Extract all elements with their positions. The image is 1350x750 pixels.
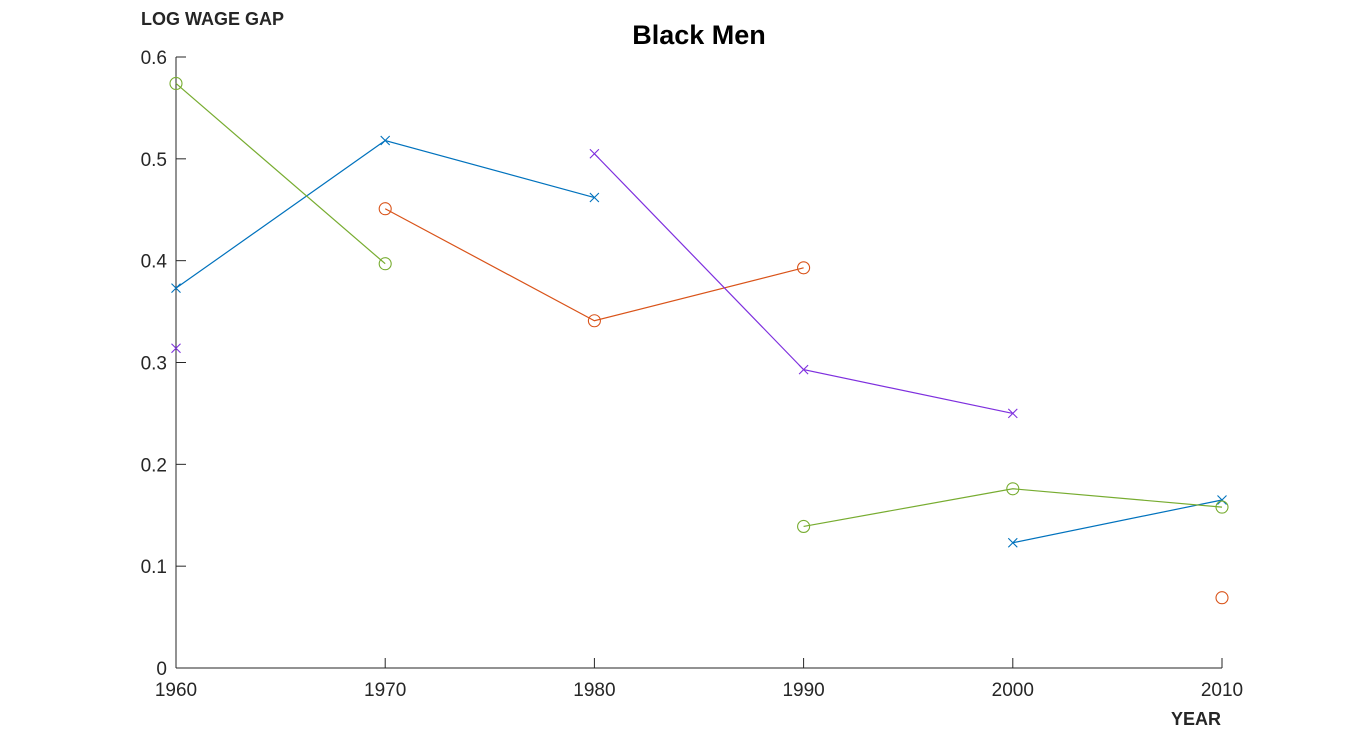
data-point-circle <box>169 76 183 91</box>
y-tick-label: 0.1 <box>141 557 167 578</box>
series-1 <box>171 135 600 294</box>
data-point-cross <box>171 343 181 354</box>
x-tick-label: 1980 <box>573 680 615 701</box>
y-tick-label: 0.4 <box>141 252 168 273</box>
x-tick-label: 1990 <box>782 680 824 701</box>
y-tick-label: 0 <box>156 659 167 680</box>
series-4 <box>1215 591 1229 605</box>
data-point-circle <box>1006 482 1020 496</box>
y-tick-label: 0.6 <box>141 48 167 69</box>
y-tick-label: 0.2 <box>141 455 167 476</box>
series-line <box>593 153 1013 415</box>
data-point-circle <box>378 202 392 216</box>
y-axis-label: LOG WAGE GAP <box>141 9 284 29</box>
y-tick-label: 0.3 <box>141 354 167 375</box>
series-2 <box>1007 495 1227 548</box>
data-point-circle <box>797 261 811 275</box>
data-point-cross <box>589 192 600 203</box>
series-line <box>175 83 386 265</box>
data-point-cross <box>798 364 809 375</box>
series-line <box>803 488 1223 528</box>
series-group <box>169 76 1229 605</box>
series-line <box>1012 499 1223 544</box>
data-point-cross <box>1217 495 1227 505</box>
x-tick-label: 1970 <box>364 680 406 701</box>
data-point-cross <box>1007 537 1018 548</box>
data-point-circle <box>1215 591 1229 605</box>
x-tick-label: 2000 <box>992 680 1034 701</box>
series-line <box>384 208 804 322</box>
series-6 <box>589 148 1018 419</box>
data-point-circle <box>1215 500 1229 514</box>
data-point-cross <box>171 283 181 294</box>
x-tick-label: 2010 <box>1201 680 1243 701</box>
y-ticks: 0 0.1 0.2 0.3 0.4 0.5 0.6 <box>141 48 186 680</box>
series-7 <box>169 76 392 271</box>
data-point-circle <box>797 519 811 534</box>
series-5 <box>171 343 181 354</box>
data-point-cross <box>1007 408 1018 419</box>
data-point-cross <box>380 135 391 146</box>
series-3 <box>378 202 811 328</box>
data-point-cross <box>589 148 600 159</box>
x-tick-label: 1960 <box>155 680 197 701</box>
series-8 <box>797 482 1229 534</box>
y-tick-label: 0.5 <box>141 150 167 171</box>
x-axis-label: YEAR <box>1171 709 1221 729</box>
data-point-circle <box>587 314 601 328</box>
x-ticks: 1960 1970 1980 1990 2000 2010 <box>155 658 1243 701</box>
chart-title: Black Men <box>632 20 766 50</box>
data-point-circle <box>378 257 392 271</box>
